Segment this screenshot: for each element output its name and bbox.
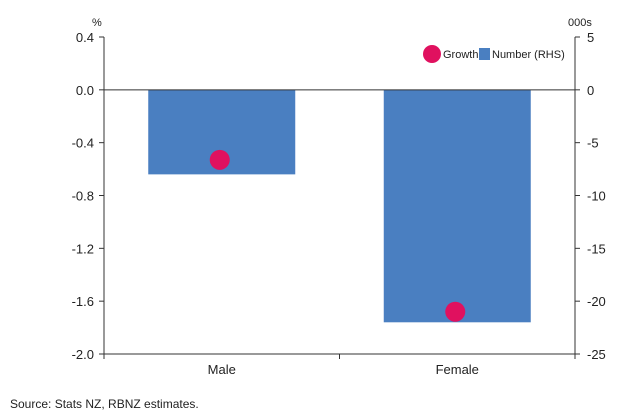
left-tick-label: -1.2 — [72, 241, 94, 256]
right-tick-label: -25 — [587, 347, 606, 362]
growth-point-female — [445, 301, 466, 322]
left-tick-label: -2.0 — [72, 347, 94, 362]
right-tick-label: -10 — [587, 189, 606, 204]
right-tick-label: -5 — [587, 136, 599, 151]
legend-growth-label: Growth — [443, 49, 478, 61]
left-axis-unit: % — [92, 17, 102, 29]
right-axis-ticks: 5 0 -5 -10 -15 -20 -25 — [575, 30, 606, 362]
category-labels: Male Female — [103, 354, 576, 377]
growth-point-male — [209, 149, 230, 170]
right-axis-unit: 000s — [568, 17, 592, 29]
left-axis-ticks: 0.4 0.0 -0.4 -0.8 -1.2 -1.6 -2.0 — [72, 30, 104, 362]
bar-female — [383, 89, 531, 323]
category-label: Male — [208, 362, 236, 377]
left-tick-label: 0.4 — [76, 30, 94, 45]
legend-number-swatch — [479, 48, 490, 60]
left-tick-label: 0.0 — [76, 83, 94, 98]
scatter-series — [209, 149, 466, 322]
left-tick-label: -0.4 — [72, 136, 94, 151]
left-tick-label: -1.6 — [72, 294, 94, 309]
right-tick-label: -15 — [587, 241, 606, 256]
source-note: Source: Stats NZ, RBNZ estimates. — [10, 397, 199, 411]
left-tick-label: -0.8 — [72, 189, 94, 204]
category-label: Female — [436, 362, 479, 377]
right-tick-label: 5 — [587, 30, 594, 45]
legend-number-label: Number (RHS) — [492, 49, 565, 61]
right-tick-label: -20 — [587, 294, 606, 309]
legend-growth-marker — [423, 45, 441, 63]
legend: Growth Number (RHS) — [423, 45, 565, 63]
bar-series — [148, 89, 531, 323]
right-tick-label: 0 — [587, 83, 594, 98]
